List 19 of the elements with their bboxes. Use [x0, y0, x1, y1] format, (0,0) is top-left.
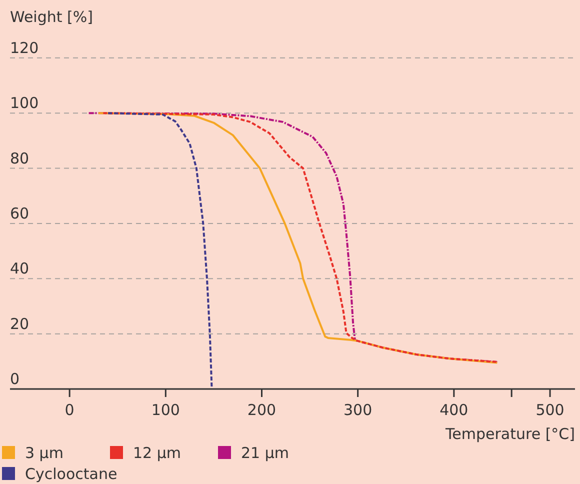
x-tick-label: 200 — [247, 401, 276, 419]
legend-label: 12 µm — [133, 444, 182, 462]
x-axis-title: Temperature [°C] — [444, 425, 575, 443]
y-axis-title: Weight [%] — [10, 8, 93, 26]
y-tick-label: 0 — [10, 370, 20, 388]
x-tick-label: 0 — [64, 401, 74, 419]
x-tick-label: 400 — [440, 401, 468, 419]
x-tick-label: 500 — [536, 401, 564, 419]
y-tick-label: 40 — [10, 260, 30, 278]
x-tick-label: 100 — [151, 401, 180, 419]
y-tick-label: 20 — [10, 314, 30, 333]
y-tick-label: 60 — [10, 204, 30, 222]
legend-label: 3 µm — [25, 444, 64, 462]
y-tick-label: 120 — [10, 38, 39, 57]
legend-label: 21 µm — [241, 444, 290, 462]
legend-label: Cyclooctane — [25, 465, 118, 483]
y-tick-label: 100 — [10, 94, 39, 112]
y-tick-label: 80 — [10, 149, 30, 168]
x-tick-label: 300 — [344, 401, 372, 419]
